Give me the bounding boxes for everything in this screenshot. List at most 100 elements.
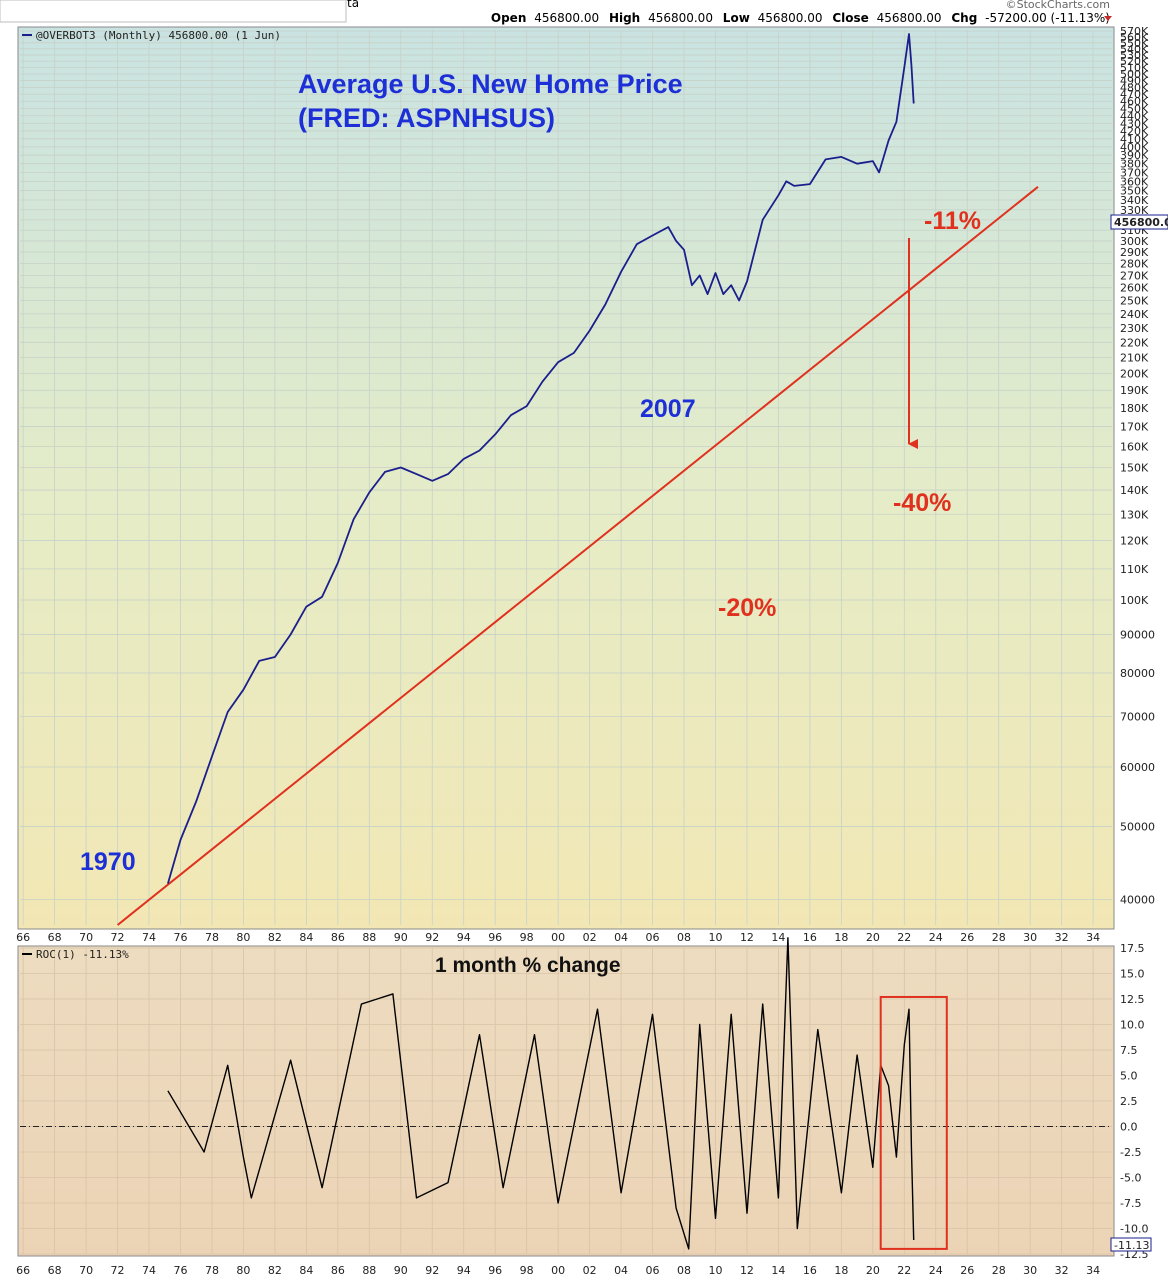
annotation-2007: 2007	[640, 395, 696, 423]
price-legend: @OVERBOT3 (Monthly) 456800.00 (1 Jun)	[36, 29, 281, 42]
roc-x-tick: 88	[362, 1264, 376, 1277]
chart-subtitle: (FRED: ASPNHSUS)	[298, 103, 555, 133]
price-y-tick: 140K	[1120, 484, 1149, 497]
price-x-tick: 24	[929, 931, 943, 944]
price-y-tick: 210K	[1120, 352, 1149, 365]
price-y-tick: 550K	[1120, 37, 1149, 50]
price-x-tick: 02	[583, 931, 597, 944]
roc-x-tick: 78	[205, 1264, 219, 1277]
roc-x-tick: 20	[866, 1264, 880, 1277]
price-y-tick: 470K	[1120, 88, 1149, 101]
price-series-group	[116, 33, 1039, 926]
roc-x-tick: 94	[457, 1264, 471, 1277]
high-value: 456800.00	[648, 11, 713, 25]
roc-x-tick: 74	[142, 1264, 156, 1277]
price-y-tick: 230K	[1120, 322, 1149, 335]
annotation-minus-11: -11%	[924, 207, 981, 235]
down-triangle-icon	[1104, 16, 1112, 21]
price-x-tick: 26	[960, 931, 974, 944]
price-y-tick: 110K	[1120, 563, 1149, 576]
price-x-tick: 18	[834, 931, 848, 944]
roc-last-value: -11.13	[1114, 1239, 1149, 1252]
price-y-tick: 420K	[1120, 125, 1149, 138]
price-y-tick: 380K	[1120, 158, 1149, 171]
price-x-tick: 84	[299, 931, 313, 944]
price-x-tick: 20	[866, 931, 880, 944]
price-x-tick: 90	[394, 931, 408, 944]
price-grid	[20, 30, 1112, 925]
price-y-tick: 270K	[1120, 269, 1149, 282]
price-y-tick: 570K	[1120, 25, 1149, 38]
price-y-tick: 290K	[1120, 246, 1149, 259]
price-y-tick: 280K	[1120, 257, 1149, 270]
price-x-tick: 66	[16, 931, 30, 944]
roc-y-tick: 7.5	[1120, 1044, 1138, 1057]
price-y-tick: 510K	[1120, 61, 1149, 74]
roc-x-tick: 92	[425, 1264, 439, 1277]
roc-legend: ROC(1) -11.13%	[36, 948, 129, 961]
roc-y-tick: 10.0	[1120, 1019, 1145, 1032]
price-x-tick: 78	[205, 931, 219, 944]
roc-y-tick: -2.5	[1120, 1146, 1141, 1159]
roc-y-tick: -7.5	[1120, 1197, 1141, 1210]
price-x-tick: 98	[520, 931, 534, 944]
price-x-tick: 22	[897, 931, 911, 944]
roc-x-tick: 80	[236, 1264, 250, 1277]
price-x-tick: 96	[488, 931, 502, 944]
roc-x-tick: 12	[740, 1264, 754, 1277]
price-x-tick: 30	[1023, 931, 1037, 944]
roc-x-tick: 84	[299, 1264, 313, 1277]
price-last-value-tag	[1110, 214, 1168, 230]
chg-label: Chg	[951, 11, 977, 25]
roc-x-tick: 06	[646, 1264, 660, 1277]
price-x-tick: 08	[677, 931, 691, 944]
price-y-tick: 80000	[1120, 667, 1155, 680]
header-fragment: ta	[347, 0, 359, 10]
price-y-tick: 300K	[1120, 235, 1149, 248]
price-y-tick: 180K	[1120, 402, 1149, 415]
price-y-tick: 390K	[1120, 149, 1149, 162]
open-label: Open	[491, 11, 526, 25]
annotation-minus-20: -20%	[718, 594, 776, 622]
roc-x-tick: 14	[771, 1264, 785, 1277]
roc-x-tick: 76	[173, 1264, 187, 1277]
roc-x-tick: 24	[929, 1264, 943, 1277]
roc-y-tick: 12.5	[1120, 993, 1145, 1006]
price-y-tick: 520K	[1120, 55, 1149, 68]
price-x-tick: 82	[268, 931, 282, 944]
price-y-tick: 120K	[1120, 534, 1149, 547]
roc-x-tick: 70	[79, 1264, 93, 1277]
price-y-tick: 240K	[1120, 308, 1149, 321]
price-x-tick: 80	[236, 931, 250, 944]
roc-y-tick: 2.5	[1120, 1095, 1138, 1108]
price-y-tick: 50000	[1120, 821, 1155, 834]
roc-x-tick: 72	[111, 1264, 125, 1277]
price-x-tick: 88	[362, 931, 376, 944]
roc-x-tick: 16	[803, 1264, 817, 1277]
price-y-tick: 260K	[1120, 282, 1149, 295]
source-label: ©StockCharts.com	[1006, 0, 1110, 11]
price-y-tick: 370K	[1120, 166, 1149, 179]
price-y-tick: 460K	[1120, 95, 1149, 108]
roc-x-tick: 32	[1055, 1264, 1069, 1277]
price-x-tick: 76	[173, 931, 187, 944]
symbol-box[interactable]	[0, 0, 347, 23]
price-y-tick: 530K	[1120, 49, 1149, 62]
roc-highlight-box	[879, 995, 948, 1250]
low-label: Low	[723, 11, 750, 25]
roc-x-tick: 26	[960, 1264, 974, 1277]
price-line	[167, 33, 915, 884]
annotation-1970: 1970	[80, 848, 136, 876]
roc-x-tick: 66	[16, 1264, 30, 1277]
price-x-tick: 16	[803, 931, 817, 944]
price-x-tick: 12	[740, 931, 754, 944]
price-x-tick: 86	[331, 931, 345, 944]
roc-x-tick: 82	[268, 1264, 282, 1277]
roc-y-tick: -5.0	[1120, 1172, 1141, 1185]
roc-x-tick: 04	[614, 1264, 628, 1277]
price-y-tick: 250K	[1120, 295, 1149, 308]
price-y-tick: 430K	[1120, 117, 1149, 130]
price-x-tick: 70	[79, 931, 93, 944]
roc-last-value-tag	[1110, 1237, 1152, 1252]
price-y-tick: 70000	[1120, 711, 1155, 724]
